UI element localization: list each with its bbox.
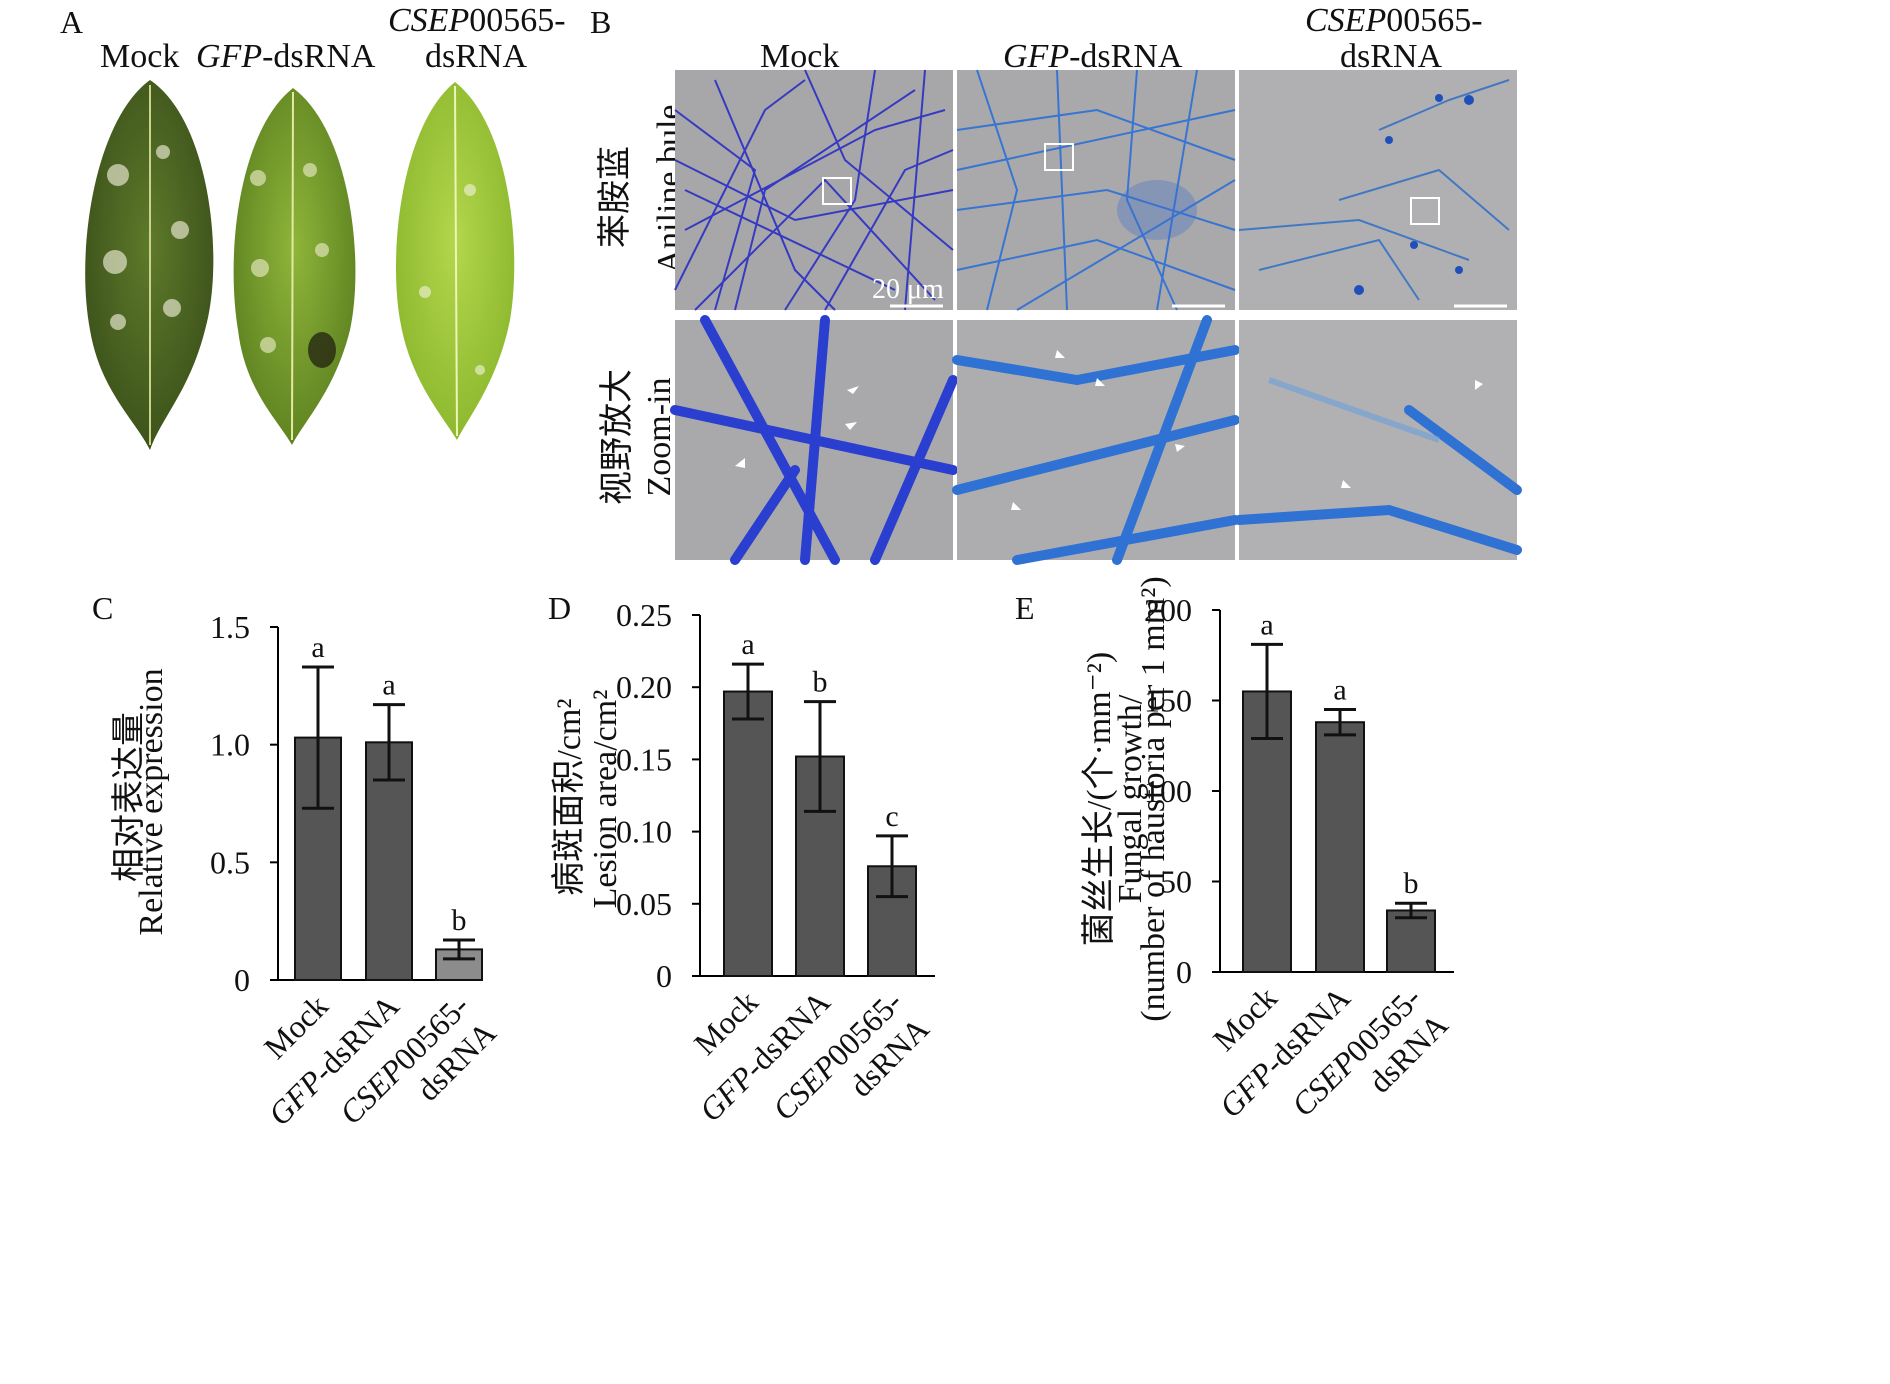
chart-d-y-tick-label: 0.05 <box>616 886 672 922</box>
chart-e-sig-letter: a <box>1333 674 1346 707</box>
leaf-csep <box>395 82 515 440</box>
chart-d-y-tick-label: 0.20 <box>616 669 672 705</box>
chart-e-bar <box>1315 721 1365 973</box>
scale-bar-label: 20 μm <box>872 274 944 305</box>
chart-d-y-tick-label: 0.10 <box>616 814 672 850</box>
chart-e-y-tick-label: 0 <box>1176 954 1192 990</box>
panel-a-label-mock: Mock <box>100 38 180 75</box>
chart-d-sig-letter: b <box>813 666 828 699</box>
chart-e-sig-letter: b <box>1404 867 1419 900</box>
leaf-mock <box>85 80 214 450</box>
chart-c-y-tick-label: 1.0 <box>210 727 250 763</box>
panel-b-label-csep: CSEP00565- <box>1305 2 1483 39</box>
panel-b-label-mock: Mock <box>760 38 840 75</box>
panel-c-letter: C <box>92 590 114 626</box>
micrograph-zoom-gfp <box>952 315 1240 565</box>
leaf-gfp <box>233 88 356 445</box>
chart-e-y-tick-label: 50 <box>1160 864 1192 900</box>
micrograph-zoom-csep <box>1234 320 1522 560</box>
panel-b-letter: B <box>590 4 612 40</box>
chart-c-y-tick-label: 0.5 <box>210 844 250 880</box>
chart-e-bar <box>1386 909 1436 974</box>
chart-e-sig-letter: a <box>1260 608 1273 641</box>
panel-a-label-gfp: GFP-dsRNA <box>196 38 376 75</box>
micrograph-aniline-gfp <box>956 69 1236 311</box>
chart-e-y-tick-label: 100 <box>1144 773 1192 809</box>
panel-a-leaves <box>85 80 515 450</box>
micrograph-zoom-mock <box>670 315 958 565</box>
chart-c-y-tick-label: 1.5 <box>210 609 250 645</box>
panel-a-label-csep-line2: dsRNA <box>425 38 528 75</box>
chart-d-y-tick-label: 0.25 <box>616 597 672 633</box>
chart-d-y-tick-label: 0 <box>656 958 672 994</box>
panel-b-label-gfp: GFP-dsRNA <box>1003 38 1183 75</box>
chart-c-sig-letter: b <box>452 904 467 937</box>
chart-e-y-tick-label: 150 <box>1144 683 1192 719</box>
chart-c-y-tick-label: 0 <box>234 962 250 998</box>
panel-a-letter: A <box>60 4 84 40</box>
chart-d-sig-letter: c <box>885 800 898 833</box>
chart-e-y-tick-label: 200 <box>1144 592 1192 628</box>
panel-b-label-csep-line2: dsRNA <box>1340 38 1443 75</box>
chart-c-sig-letter: a <box>382 669 395 702</box>
chart-d-bar <box>723 690 773 977</box>
chart-d-y-tick-label: 0.15 <box>616 741 672 777</box>
chart-d-sig-letter: a <box>741 628 754 661</box>
panel-e-letter: E <box>1015 590 1035 626</box>
chart-c-sig-letter: a <box>311 631 324 664</box>
micrograph-aniline-mock <box>674 69 954 311</box>
panel-a-label-csep: CSEP00565- <box>388 2 566 39</box>
chart-c-bar <box>365 741 413 982</box>
micrograph-aniline-csep <box>1238 70 1517 310</box>
panel-d-letter: D <box>548 590 572 626</box>
